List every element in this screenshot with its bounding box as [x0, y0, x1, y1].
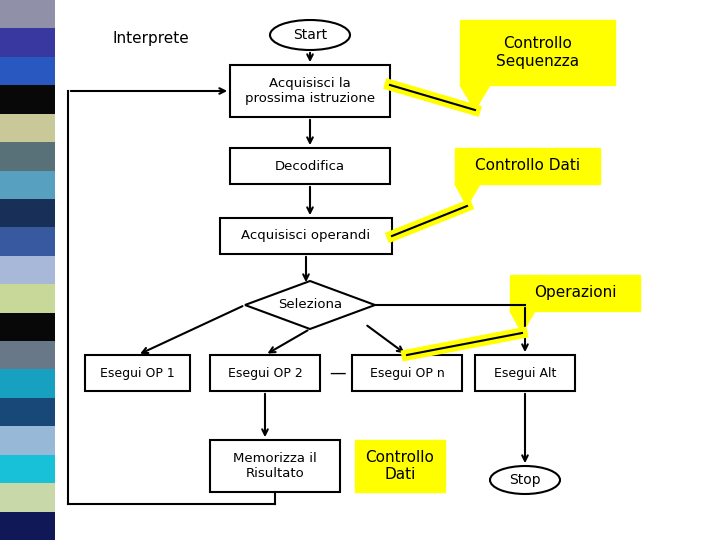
Text: Esegui Alt: Esegui Alt: [494, 367, 556, 380]
Text: Esegui OP n: Esegui OP n: [369, 367, 444, 380]
Text: Operazioni: Operazioni: [534, 286, 616, 300]
Bar: [0, 199, 55, 227]
Polygon shape: [460, 85, 490, 110]
Text: Esegui OP 1: Esegui OP 1: [100, 367, 175, 380]
Bar: [0, 426, 55, 455]
Polygon shape: [245, 281, 375, 329]
Bar: [0, 85, 55, 114]
Bar: [0, 227, 55, 256]
Bar: [0, 341, 55, 369]
FancyBboxPatch shape: [210, 355, 320, 391]
Ellipse shape: [490, 466, 560, 494]
Bar: [0, 29, 55, 57]
Bar: [0, 114, 55, 142]
Polygon shape: [455, 184, 480, 206]
Text: Decodifica: Decodifica: [275, 159, 345, 172]
Text: Controllo
Dati: Controllo Dati: [366, 450, 434, 482]
Bar: [0, 398, 55, 426]
Bar: [0, 483, 55, 511]
FancyBboxPatch shape: [230, 65, 390, 117]
FancyBboxPatch shape: [510, 275, 640, 311]
FancyBboxPatch shape: [210, 440, 340, 492]
Text: Stop: Stop: [509, 473, 541, 487]
Text: Memorizza il
Risultato: Memorizza il Risultato: [233, 452, 317, 480]
Text: Acquisisci operandi: Acquisisci operandi: [241, 230, 371, 242]
FancyBboxPatch shape: [355, 440, 445, 492]
Text: Esegui OP 2: Esegui OP 2: [228, 367, 302, 380]
Bar: [0, 284, 55, 313]
FancyBboxPatch shape: [85, 355, 190, 391]
Bar: [0, 256, 55, 284]
Text: Interprete: Interprete: [113, 30, 190, 45]
FancyBboxPatch shape: [220, 218, 392, 254]
Bar: [0, 511, 55, 540]
Text: Start: Start: [293, 28, 327, 42]
Bar: [0, 369, 55, 398]
FancyBboxPatch shape: [230, 148, 390, 184]
Text: Controllo Dati: Controllo Dati: [475, 159, 580, 173]
FancyBboxPatch shape: [475, 355, 575, 391]
Bar: [0, 171, 55, 199]
Bar: [0, 313, 55, 341]
Text: Seleziona: Seleziona: [278, 299, 342, 312]
Text: Controllo
Sequenzza: Controllo Sequenzza: [496, 36, 579, 69]
FancyBboxPatch shape: [460, 20, 615, 85]
Bar: [0, 0, 55, 29]
FancyBboxPatch shape: [455, 148, 600, 184]
Polygon shape: [510, 311, 535, 333]
FancyBboxPatch shape: [352, 355, 462, 391]
Bar: [0, 57, 55, 85]
Bar: [0, 142, 55, 171]
Text: —: —: [330, 364, 346, 382]
Bar: [0, 455, 55, 483]
Text: Acquisisci la
prossima istruzione: Acquisisci la prossima istruzione: [245, 77, 375, 105]
Ellipse shape: [270, 20, 350, 50]
